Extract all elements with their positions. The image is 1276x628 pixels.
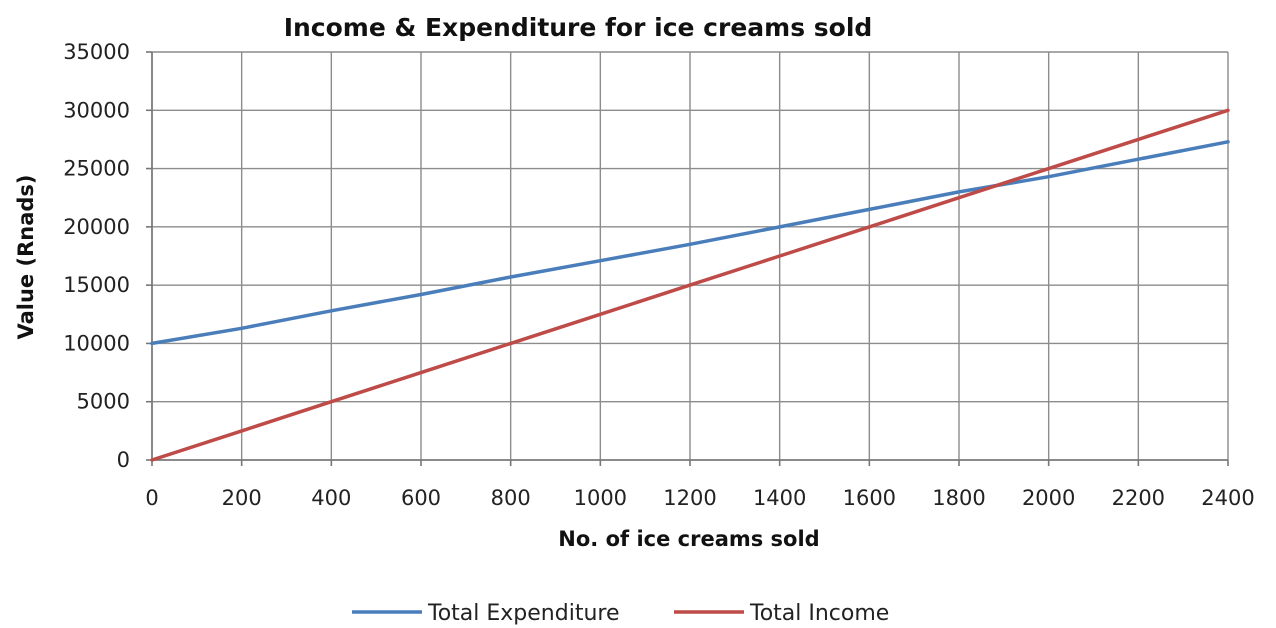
- series-line-total-income: [150, 108, 1230, 462]
- x-tick-label: 1200: [663, 486, 716, 510]
- x-tick-label: 1400: [753, 486, 806, 510]
- y-tick-label: 35000: [63, 40, 130, 64]
- x-tick-label: 400: [311, 486, 351, 510]
- x-axis-tick-labels: 0 200 400 600 800 1000 1200 1400 1600 1800 2000 220…: [145, 486, 1254, 510]
- series-lines: [150, 108, 1230, 462]
- y-tick-label: 30000: [63, 98, 130, 122]
- x-axis-title: No. of ice creams sold: [558, 527, 819, 551]
- y-tick-label: 15000: [63, 273, 130, 297]
- legend: Total Expenditure Total Income: [352, 601, 889, 626]
- x-tick-label: 2400: [1201, 486, 1254, 510]
- y-tick-label: 5000: [77, 390, 130, 414]
- axes: [146, 51, 1229, 466]
- x-tick-label: 800: [491, 486, 531, 510]
- y-tick-label: 25000: [63, 157, 130, 181]
- y-axis-tick-labels: 0 5000 10000 15000 20000 25000 30000 35000: [63, 40, 130, 472]
- x-tick-label: 2000: [1022, 486, 1075, 510]
- x-tick-label: 0: [145, 486, 158, 510]
- x-tick-label: 1000: [574, 486, 627, 510]
- y-tick-label: 20000: [63, 215, 130, 239]
- x-tick-label: 1600: [843, 486, 896, 510]
- y-tick-label: 0: [117, 448, 130, 472]
- x-tick-label: 200: [222, 486, 262, 510]
- gridlines: [151, 51, 1229, 461]
- x-tick-label: 1800: [932, 486, 985, 510]
- y-tick-label: 10000: [63, 331, 130, 355]
- x-tick-label: 600: [401, 486, 441, 510]
- x-tick-label: 2200: [1112, 486, 1165, 510]
- series-line-total-expenditure: [150, 140, 1230, 346]
- y-axis-title: Value (Rnads): [14, 175, 38, 340]
- chart-title: Income & Expenditure for ice creams sold: [284, 13, 873, 42]
- legend-label-total-expenditure: Total Expenditure: [427, 601, 619, 626]
- legend-label-total-income: Total Income: [749, 601, 889, 626]
